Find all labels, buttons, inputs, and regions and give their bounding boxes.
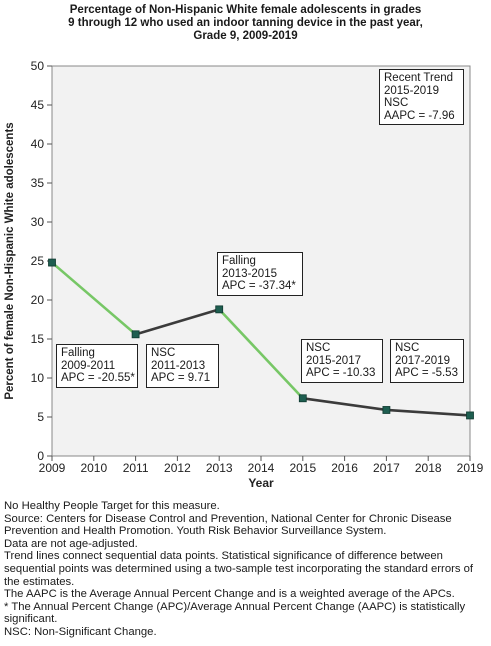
trend-segment [135,308,220,336]
x-tick-label: 2009 [39,461,66,475]
note-trend-lines: Trend lines connect sequential data poin… [4,550,474,588]
annotation-line: NSC [306,342,331,354]
trend-annotation: Falling 2009-2011 APC = -20.55* [56,344,138,388]
note-source: Source: Centers for Disease Control and … [4,512,452,538]
annotation-line: Recent Trend [384,72,454,84]
annotation-line: 2015-2017 [306,354,361,367]
chart-notes: No Healthy People Target for this measur… [4,500,488,639]
data-point [298,394,307,403]
annotation-line: 2009-2011 [61,359,116,372]
data-point [131,330,140,339]
x-tick-label: 2018 [415,461,442,475]
x-axis-label: Year [248,476,274,490]
y-tick-label: 5 [37,410,44,424]
annotation-line: 2011-2013 [151,359,206,372]
note-target: No Healthy People Target for this measur… [4,500,220,512]
y-tick-label: 0 [37,449,44,463]
trend-annotation: NSC 2017-2019 APC = -5.53 [390,339,464,383]
annotation-line: APC = -37.34* [222,280,296,292]
annotation-line: 2017-2019 [395,354,450,367]
annotation-line: NSC [151,347,176,359]
annotation-line: NSC [384,97,409,109]
chart-title-line: 9 through 12 who used an indoor tanning … [68,17,423,29]
y-tick-label: 45 [31,98,45,112]
trend-annotation: NSC 2011-2013 APC = 9.71 [146,344,219,388]
x-tick-label: 2012 [164,461,191,475]
x-tick-label: 2016 [331,461,358,475]
y-axis-label: Percent of female Non-Hispanic White ado… [4,122,16,399]
data-point [215,305,224,314]
annotation-line: APC = -5.53 [395,367,458,379]
y-tick-label: 20 [31,293,45,307]
x-tick-label: 2017 [373,461,400,475]
trend-segment [302,396,387,412]
y-tick-label: 15 [31,332,45,346]
trend-segment [218,308,304,400]
x-tick-label: 2015 [289,461,316,475]
annotation-line: NSC [395,342,420,354]
x-tick-label: 2010 [80,461,107,475]
y-tick-label: 25 [31,254,45,268]
trend-annotation: NSC 2015-2017 APC = -10.33 [301,339,383,383]
trend-segment [386,408,471,417]
note-aapc: The AAPC is the Average Annual Percent C… [4,588,455,601]
annotation-line: AAPC = -7.96 [384,109,455,122]
x-tick-label: 2019 [457,461,484,475]
trend-annotation: Recent Trend 2015-2019 NSC AAPC = -7.96 [379,69,464,125]
note-age-adjusted: Data are not age-adjusted. [4,537,138,550]
data-point [382,406,391,414]
data-point [48,258,56,267]
chart-title-line: Grade 9, 2009-2019 [193,30,298,42]
x-tick-label: 2013 [206,461,233,475]
note-nsc: NSC: Non-Significant Change. [4,625,157,638]
annotation-line: Falling [61,347,95,359]
x-tick-label: 2014 [248,461,275,475]
y-tick-label: 10 [31,371,45,385]
y-tick-label: 35 [31,176,45,190]
y-tick-label: 40 [31,137,45,151]
annotation-line: Falling [222,255,256,267]
annotation-line: 2015-2019 [384,84,439,97]
data-point [466,411,474,420]
note-significance: * The Annual Percent Change (APC)/Averag… [4,600,466,626]
y-tick-label: 50 [31,59,45,73]
annotation-line: APC = 9.71 [151,372,211,384]
x-tick-label: 2011 [123,461,149,475]
trend-annotation: Falling 2013-2015 APC = -37.34* [217,252,303,296]
annotation-line: APC = -20.55* [61,372,135,384]
trend-segment [51,261,137,336]
annotation-line: APC = -10.33 [306,367,376,379]
chart-title-line: Percentage of Non-Hispanic White female … [69,4,422,16]
chart-title: Percentage of Non-Hispanic White female … [0,4,491,43]
y-tick-label: 30 [31,215,45,229]
annotation-line: 2013-2015 [222,267,277,280]
